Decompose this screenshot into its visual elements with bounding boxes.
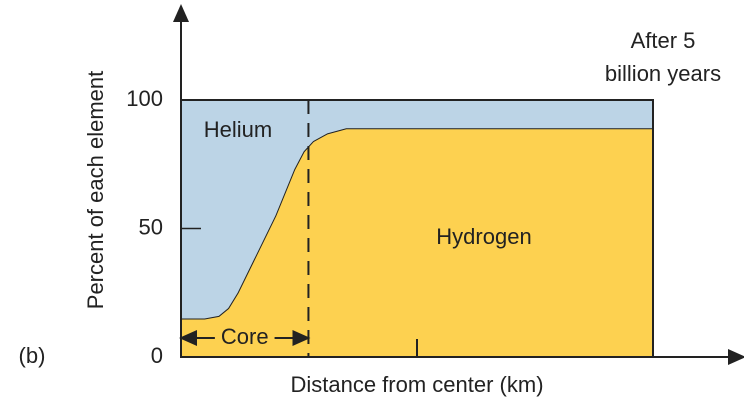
y-axis-title: Percent of each element: [83, 71, 108, 309]
panel-label: (b): [19, 343, 46, 368]
series-label: Helium: [204, 117, 272, 142]
y-tick-label: 0: [151, 343, 163, 368]
y-tick-label: 50: [139, 214, 163, 239]
core-label: Core: [221, 324, 269, 349]
title-line: billion years: [605, 61, 721, 86]
x-axis-title: Distance from center (km): [290, 372, 543, 397]
area: [181, 100, 653, 319]
area: [181, 128, 653, 357]
plot-area: [181, 100, 653, 357]
y-tick-label: 100: [126, 86, 163, 111]
title-line: After 5: [631, 28, 696, 53]
frame: [181, 99, 654, 357]
series-label: Hydrogen: [436, 224, 531, 249]
